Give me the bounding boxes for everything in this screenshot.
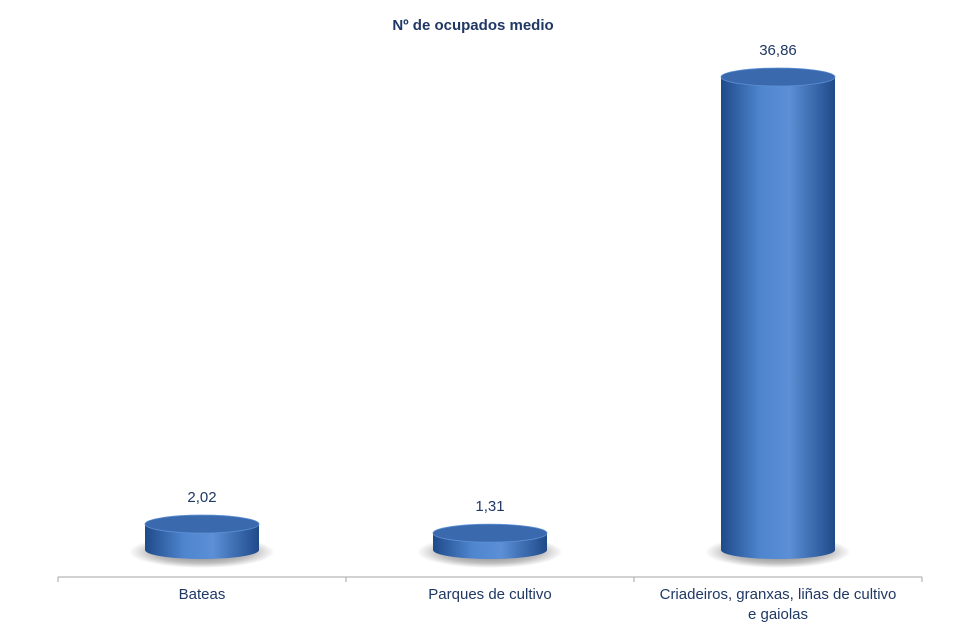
bar [417, 523, 563, 568]
category-label: Criadeiros, granxas, liñas de cultivo [660, 586, 897, 603]
bar-body [145, 524, 259, 559]
chart-title: Nº de ocupados medio [392, 17, 553, 34]
category-label: Parques de cultivo [428, 586, 551, 603]
labels-group: 2,02 Bateas 1,31 Parques de cultivo 36,86 Cri… [179, 42, 897, 623]
bar [129, 514, 275, 568]
bar-body [721, 77, 835, 559]
category-label: Bateas [179, 586, 226, 603]
bars-group [129, 67, 851, 568]
bar-top [432, 523, 548, 543]
data-label: 2,02 [187, 489, 216, 506]
data-label: 36,86 [759, 42, 797, 59]
bar-top [144, 514, 260, 534]
data-label: 1,31 [475, 498, 504, 515]
category-label: e gaiolas [748, 606, 808, 623]
bar-top [720, 67, 836, 87]
bar [705, 67, 851, 568]
x-axis [57, 576, 923, 582]
